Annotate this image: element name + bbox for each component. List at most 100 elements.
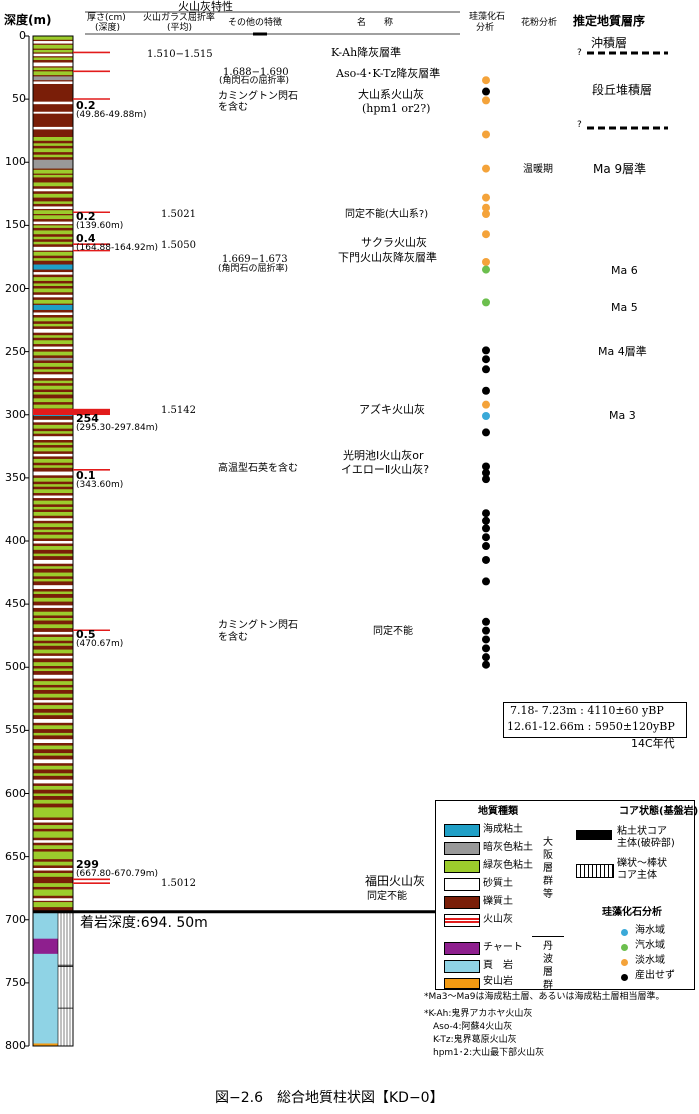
column-band: [33, 81, 73, 84]
legend-swatch-marine-clay: [444, 824, 480, 837]
column-band: [33, 523, 73, 528]
note-3: Aso-4:阿蘇4火山灰: [433, 1022, 513, 1032]
legend-group-tamba: 丹波層群: [543, 941, 553, 991]
column-band: [33, 272, 73, 275]
thickness-3: 0.2: [76, 99, 96, 112]
glass-value-5: 1.5050: [161, 240, 196, 251]
column-band: [33, 591, 73, 595]
column-andesite: [33, 1043, 73, 1046]
diatom-point-marine: [482, 412, 490, 421]
column-band: [33, 431, 73, 434]
column-band: [33, 182, 73, 187]
note-1: *Ma3〜Ma9は海成粘土層、あるいは海成粘土層相当層準。: [424, 992, 665, 1002]
legend-label-sandy: 砂質土: [483, 878, 513, 889]
column-band: [33, 317, 73, 322]
question-mark-1: ?: [577, 48, 582, 58]
column-band: [33, 143, 73, 146]
column-band: [33, 643, 73, 646]
legend-diatom-fresh: 淡水域: [635, 955, 665, 966]
glass-value-1: 1.510−1.515: [147, 49, 213, 60]
column-band: [33, 719, 73, 723]
column-band: [33, 49, 73, 53]
diatom-point-none: [482, 653, 490, 662]
diatom-point-brackish: [482, 298, 490, 307]
col-glass-sub: (平均): [167, 23, 193, 33]
column-band: [33, 597, 73, 602]
column-band: [33, 335, 73, 338]
dating-line-1: 7.18- 7.23m : 4110±60 yBP: [510, 704, 664, 717]
legend-swatch-sandy: [444, 878, 480, 891]
column-band: [33, 705, 73, 709]
depth-9: (667.80-670.79m): [76, 869, 159, 879]
depth-7: (343.60m): [76, 480, 124, 490]
column-band: [33, 668, 73, 672]
legend-group-osaka: 大阪層群等: [543, 837, 553, 900]
legend-core-2: 礫状〜棒状: [617, 858, 667, 869]
legend-label-gravel: 礫質土: [483, 896, 513, 907]
legend-swatch-shale: [444, 960, 480, 973]
legend-swatch-gravel: [444, 896, 480, 909]
feature-5b: (角閃石の屈折率): [218, 264, 289, 274]
diatom-point-fresh: [482, 210, 490, 219]
depth-tick-label: 800: [5, 1039, 26, 1052]
column-band: [33, 277, 73, 281]
thickness-6: 254: [76, 412, 99, 425]
column-band: [33, 392, 73, 395]
glass-value-4: 1.5021: [161, 209, 196, 220]
legend-dot-marine: [621, 929, 628, 936]
column-band: [33, 215, 73, 220]
column-band: [33, 725, 73, 730]
column-band: [33, 765, 73, 770]
diatom-point-none: [482, 577, 490, 586]
note-4: K-Tz:鬼界葛原火山灰: [433, 1035, 517, 1045]
note-5: hpm1･2:大山最下部火山灰: [433, 1048, 545, 1058]
diatom-point-fresh: [482, 400, 490, 409]
strata-ma5: Ma 5: [611, 301, 638, 314]
diatom-point-none: [482, 509, 490, 518]
legend-swatch-andesite: [444, 978, 480, 989]
diatom-point-none: [482, 626, 490, 635]
column-band: [33, 477, 73, 482]
column-band: [33, 419, 73, 423]
legend-label-marine-clay: 海成粘土: [483, 824, 523, 835]
column-band: [33, 655, 73, 659]
column-band: [33, 529, 73, 533]
column-band: [33, 898, 73, 901]
column-band: [33, 258, 73, 261]
core-state-strip: [57, 912, 74, 1047]
strata-ma4: Ma 4層準: [598, 345, 647, 358]
legend-label-ash: 火山灰: [483, 914, 513, 925]
legend-label-shale: 頁 岩: [483, 960, 513, 971]
column-band: [33, 424, 73, 429]
diatom-point-none: [482, 516, 490, 525]
column-band: [33, 559, 73, 564]
column-band: [33, 799, 73, 804]
column-band: [33, 611, 73, 616]
diatom-point-fresh: [482, 76, 490, 85]
depth-tick-label: 600: [5, 786, 26, 800]
column-band: [33, 288, 73, 293]
column-band: [33, 566, 73, 569]
ash-name-7b: イエローⅡ火山灰?: [341, 463, 430, 476]
depth-tick-label: 300: [5, 407, 26, 421]
column-band: [33, 753, 73, 756]
ash-name-2: Aso-4･K-Tz降灰層準: [336, 67, 441, 80]
column-band: [33, 294, 73, 298]
column-band: [33, 712, 73, 716]
legend-swatch-ash: [444, 914, 480, 927]
ash-name-9: 福田火山灰: [365, 874, 426, 888]
legend-box: 地質種類 コア状態(基盤岩) 海成粘土 暗灰色粘土 緑灰色粘土 砂質土 礫質土 …: [435, 800, 698, 991]
column-band: [33, 489, 73, 494]
depth-6: (295.30-297.84m): [76, 423, 159, 433]
column-band: [33, 700, 73, 703]
column-band: [33, 71, 73, 76]
diatom-point-fresh: [482, 203, 490, 212]
depth-axis-label: 深度(m): [4, 13, 52, 27]
diatom-point-fresh: [482, 96, 490, 105]
thickness-7: 0.1: [76, 469, 96, 482]
column-band: [33, 745, 73, 750]
column-band: [33, 225, 73, 228]
column-band: [33, 328, 73, 333]
column-band: [33, 169, 73, 174]
column-band: [33, 674, 73, 679]
